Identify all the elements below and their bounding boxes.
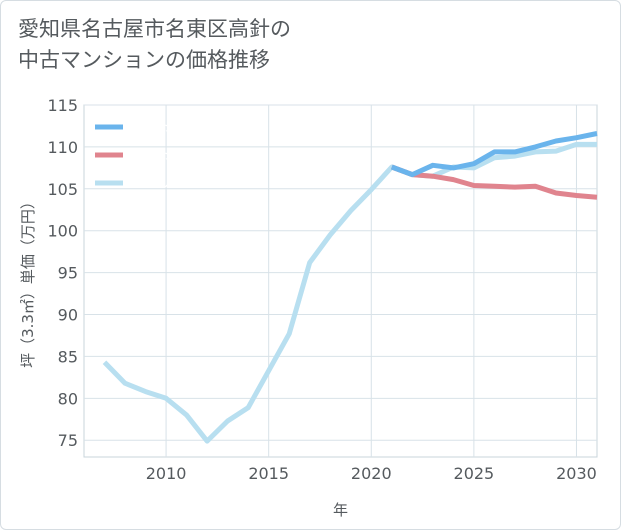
chart-title-line-1: 愛知県名古屋市名東区高針の	[18, 17, 291, 41]
y-tick-label: 75	[58, 431, 78, 450]
series-lines	[102, 131, 598, 444]
legend-label: グッドシナリオ	[128, 120, 212, 134]
x-tick-label: 2030	[556, 464, 597, 483]
x-tick-label: 2010	[146, 464, 187, 483]
series-line-2	[102, 141, 597, 444]
y-tick-label: 100	[47, 222, 78, 241]
x-tick-label: 2020	[351, 464, 392, 483]
legend-label: ノーマルシナリオ	[128, 176, 224, 190]
series-line-1	[390, 164, 598, 200]
tick-labels: 75 80 85 90 95 100 105 110 115 2010 2015 2020 2025 20…	[47, 96, 596, 483]
x-tick-label: 2015	[248, 464, 289, 483]
y-tick-label: 85	[58, 347, 78, 366]
chart-title: 愛知県名古屋市名東区高針の 中古マンションの価格推移	[18, 14, 291, 76]
y-tick-label: 90	[58, 306, 78, 325]
y-tick-label: 115	[47, 96, 78, 115]
x-tick-label: 2025	[454, 464, 495, 483]
x-axis-title: 年	[333, 501, 348, 519]
legend-label: バッドシナリオ	[128, 148, 212, 162]
y-tick-label: 105	[47, 180, 78, 199]
y-tick-label: 110	[47, 138, 78, 157]
y-axis-title: 坪（3.3㎡）単価（万円）	[19, 194, 37, 368]
y-tick-label: 95	[58, 264, 78, 283]
y-tick-label: 80	[58, 389, 78, 408]
series-line-0	[390, 131, 598, 178]
chart-title-line-2: 中古マンションの価格推移	[18, 48, 270, 72]
